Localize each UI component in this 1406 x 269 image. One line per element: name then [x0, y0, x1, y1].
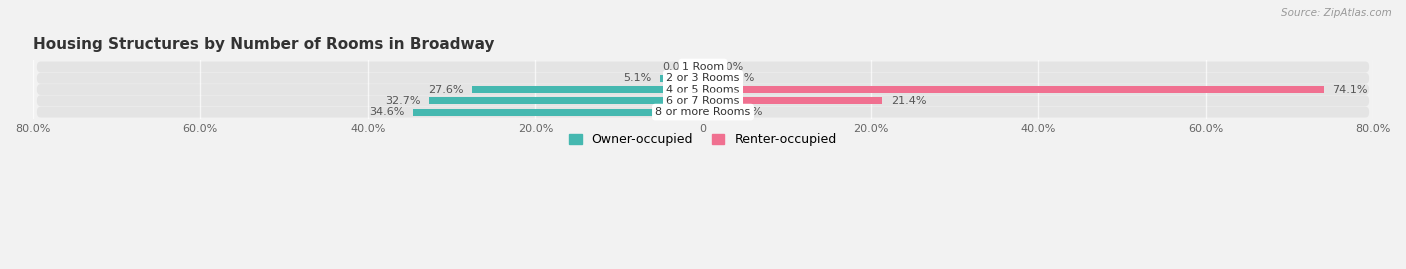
Text: 5.1%: 5.1%: [624, 73, 652, 83]
Text: 2.7%: 2.7%: [734, 107, 762, 117]
Bar: [703, 86, 1324, 93]
Text: 1.8%: 1.8%: [727, 73, 755, 83]
Text: 21.4%: 21.4%: [890, 96, 927, 106]
Bar: [472, 86, 703, 93]
Text: 1 Room: 1 Room: [682, 62, 724, 72]
Bar: [703, 109, 725, 116]
Bar: [703, 75, 718, 82]
FancyBboxPatch shape: [37, 73, 1369, 84]
Text: 8 or more Rooms: 8 or more Rooms: [655, 107, 751, 117]
Text: 27.6%: 27.6%: [427, 84, 464, 94]
Text: 34.6%: 34.6%: [370, 107, 405, 117]
FancyBboxPatch shape: [37, 95, 1369, 106]
Bar: [661, 75, 703, 82]
Text: 74.1%: 74.1%: [1333, 84, 1368, 94]
Text: 32.7%: 32.7%: [385, 96, 420, 106]
Bar: [703, 97, 883, 104]
Text: 0.0%: 0.0%: [716, 62, 744, 72]
FancyBboxPatch shape: [37, 84, 1369, 95]
Text: 0.0%: 0.0%: [662, 62, 690, 72]
Text: 6 or 7 Rooms: 6 or 7 Rooms: [666, 96, 740, 106]
Text: Source: ZipAtlas.com: Source: ZipAtlas.com: [1281, 8, 1392, 18]
Text: 4 or 5 Rooms: 4 or 5 Rooms: [666, 84, 740, 94]
FancyBboxPatch shape: [37, 107, 1369, 118]
Text: Housing Structures by Number of Rooms in Broadway: Housing Structures by Number of Rooms in…: [32, 37, 494, 52]
FancyBboxPatch shape: [37, 62, 1369, 72]
Legend: Owner-occupied, Renter-occupied: Owner-occupied, Renter-occupied: [569, 133, 837, 146]
Bar: [429, 97, 703, 104]
Text: 2 or 3 Rooms: 2 or 3 Rooms: [666, 73, 740, 83]
Bar: [413, 109, 703, 116]
